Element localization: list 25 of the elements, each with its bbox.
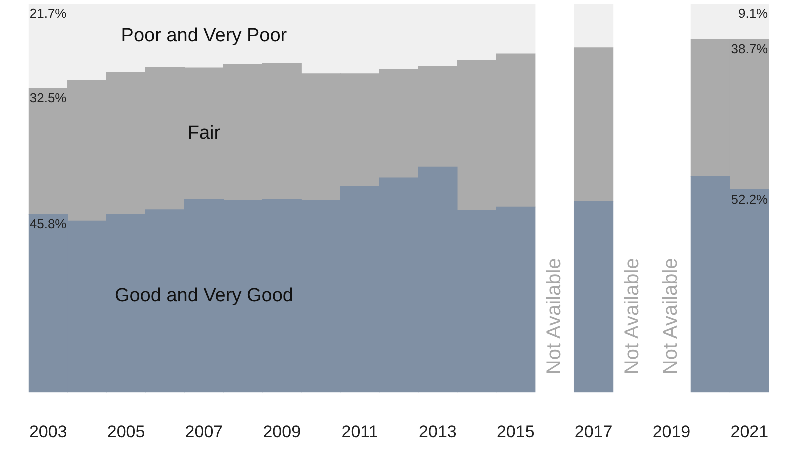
- x-tick-label: 2005: [107, 422, 146, 442]
- x-tick-label: 2003: [29, 422, 68, 442]
- x-tick-label: 2017: [574, 422, 613, 442]
- annotation: Not Available: [543, 258, 566, 375]
- x-tick-label: 2007: [185, 422, 224, 442]
- data-label: 52.2%: [731, 192, 769, 207]
- x-tick-label: 2011: [342, 422, 378, 442]
- x-tick-label: 2009: [263, 422, 302, 442]
- x-tick-label: 2013: [419, 422, 457, 442]
- bar: [574, 201, 614, 393]
- x-tick-label: 2021: [730, 422, 769, 442]
- data-label: 38.7%: [731, 41, 769, 56]
- x-tick-label: 2019: [652, 422, 691, 442]
- data-label: 9.1%: [738, 6, 769, 22]
- data-label: 32.5%: [30, 90, 68, 106]
- x-tick-label: 2015: [496, 422, 535, 442]
- series-label: Fair: [188, 123, 222, 144]
- annotation: Not Available: [621, 258, 644, 375]
- data-label: 45.8%: [30, 216, 68, 232]
- bar: [574, 4, 614, 48]
- series-label: Good and Very Good: [114, 285, 294, 306]
- bar: [574, 48, 614, 202]
- annotation: Not Available: [660, 258, 682, 375]
- series-label: Poor and Very Poor: [121, 25, 288, 46]
- data-label: 21.7%: [30, 6, 68, 22]
